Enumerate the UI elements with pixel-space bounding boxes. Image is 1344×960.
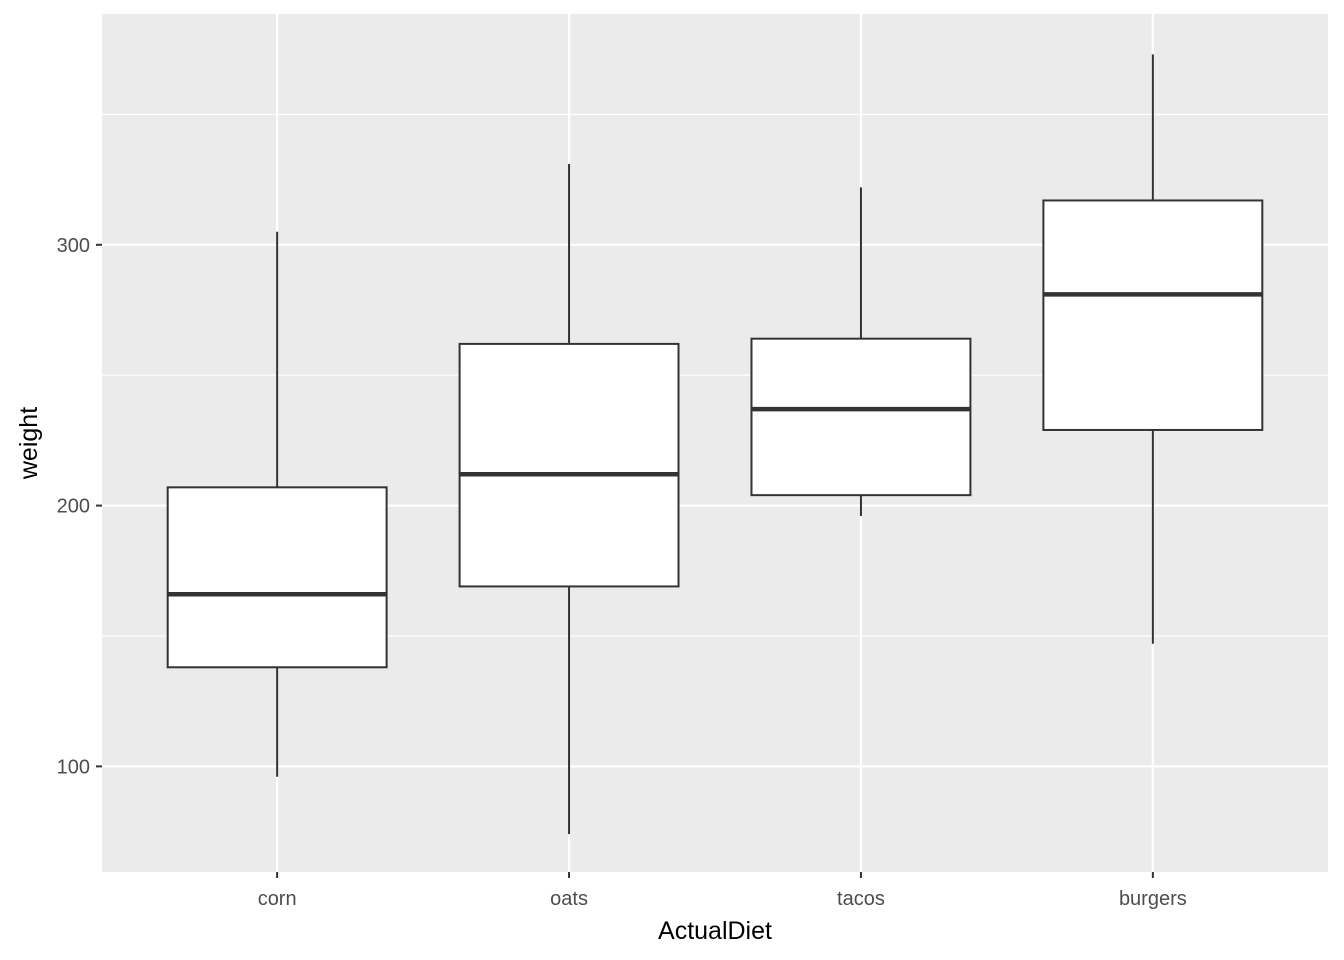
x-tick-label: corn [258,888,297,910]
plot-panel [102,14,1328,872]
box-iqr [458,342,680,588]
y-tick-label: 300 [57,235,90,257]
box-corn [166,231,388,777]
y-tick-label: 100 [57,756,90,778]
box-iqr [1042,199,1264,431]
boxes [166,54,1264,835]
box-iqr [750,337,972,497]
x-tick-label: burgers [1119,888,1187,910]
box-tacos [750,187,972,517]
x-axis-title: ActualDiet [658,917,772,945]
box-oats [458,163,680,835]
x-tick-label: tacos [837,888,885,910]
box-iqr [166,486,388,669]
x-tick-label: oats [550,888,588,910]
y-tick-label: 200 [57,496,90,518]
axes: 100 200 300 corn oats tacos burgers [57,235,1187,910]
y-axis-title: weight [15,407,43,480]
box-burgers [1042,54,1264,644]
